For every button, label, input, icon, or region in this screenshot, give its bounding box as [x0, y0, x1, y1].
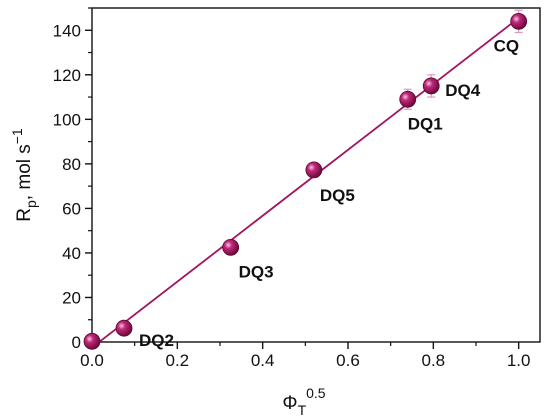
plot-frame [91, 7, 541, 343]
x-tick-label: 0.0 [80, 351, 104, 370]
x-tick-label: 0.2 [166, 351, 190, 370]
data-point [422, 77, 440, 95]
point-label: DQ3 [239, 262, 274, 281]
y-tick-label: 0 [72, 333, 81, 352]
point-label: DQ1 [408, 114, 443, 133]
data-point [83, 332, 101, 350]
data-point [222, 238, 240, 256]
fit-line [91, 17, 520, 349]
y-axis-title: Rp, mol s−1 [9, 128, 39, 222]
x-tick-label: 0.8 [422, 351, 446, 370]
point-label: CQ [494, 36, 519, 55]
x-axis-title: ΦT0.5 [282, 385, 325, 418]
fit-line-layer [91, 17, 520, 349]
point-label: DQ2 [139, 331, 174, 350]
y-tick-label: 140 [53, 21, 81, 40]
y-tick-label: 80 [62, 155, 81, 174]
y-tick-label: 100 [53, 110, 81, 129]
data-point [399, 90, 417, 108]
data-point [510, 12, 528, 30]
x-tick-label: 0.6 [336, 351, 360, 370]
x-tick-label: 0.4 [251, 351, 275, 370]
data-point [115, 319, 133, 337]
y-tick-label: 40 [62, 244, 81, 263]
y-tick-label: 120 [53, 66, 81, 85]
point-label: DQ4 [445, 81, 481, 100]
y-tick-label: 20 [62, 288, 81, 307]
data-points-layer [83, 9, 528, 350]
point-label: DQ5 [320, 186, 355, 205]
y-tick-label: 60 [62, 199, 81, 218]
data-point [305, 161, 323, 179]
axes: 0.0 0.2 0.4 0.6 0.8 1.0 0 20 40 60 80 100 120 140 ΦT0.… [9, 7, 541, 418]
x-tick-label: 1.0 [507, 351, 531, 370]
